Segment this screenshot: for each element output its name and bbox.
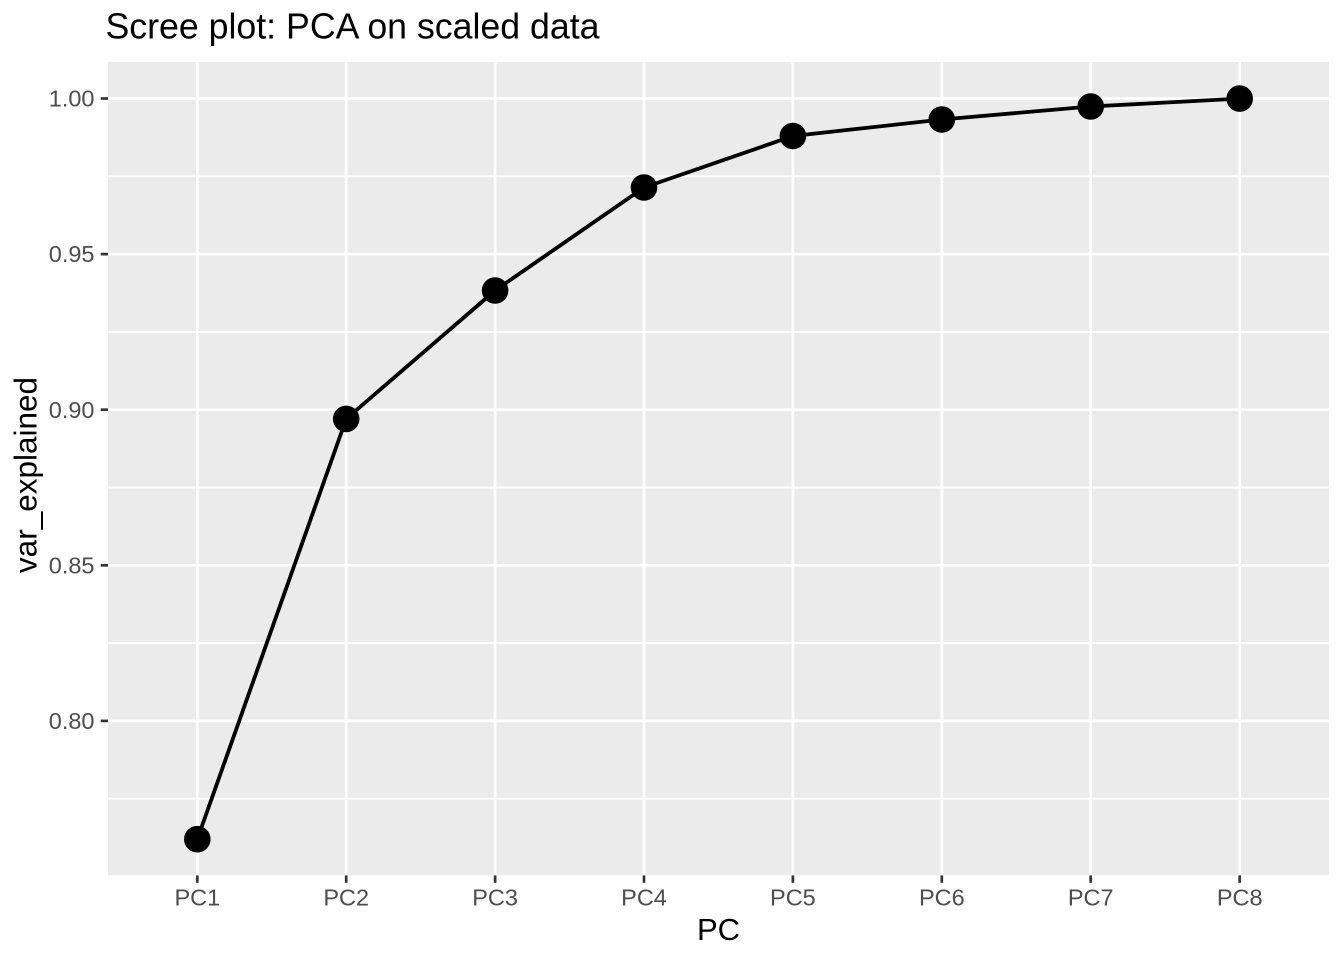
svg-text:PC3: PC3 (472, 885, 518, 911)
svg-text:PC2: PC2 (323, 885, 369, 911)
svg-text:PC8: PC8 (1217, 885, 1263, 911)
svg-text:0.95: 0.95 (49, 241, 95, 267)
svg-text:PC1: PC1 (174, 885, 220, 911)
svg-text:PC4: PC4 (621, 885, 667, 911)
svg-text:0.85: 0.85 (49, 552, 95, 578)
svg-text:var_explained: var_explained (8, 377, 44, 573)
svg-text:PC: PC (697, 912, 740, 947)
svg-text:1.00: 1.00 (49, 86, 95, 112)
svg-text:Scree plot: PCA on scaled data: Scree plot: PCA on scaled data (106, 7, 600, 47)
svg-text:PC7: PC7 (1068, 885, 1114, 911)
svg-text:0.90: 0.90 (49, 397, 95, 423)
svg-text:0.80: 0.80 (49, 708, 95, 734)
svg-text:PC5: PC5 (770, 885, 816, 911)
svg-text:PC6: PC6 (919, 885, 965, 911)
